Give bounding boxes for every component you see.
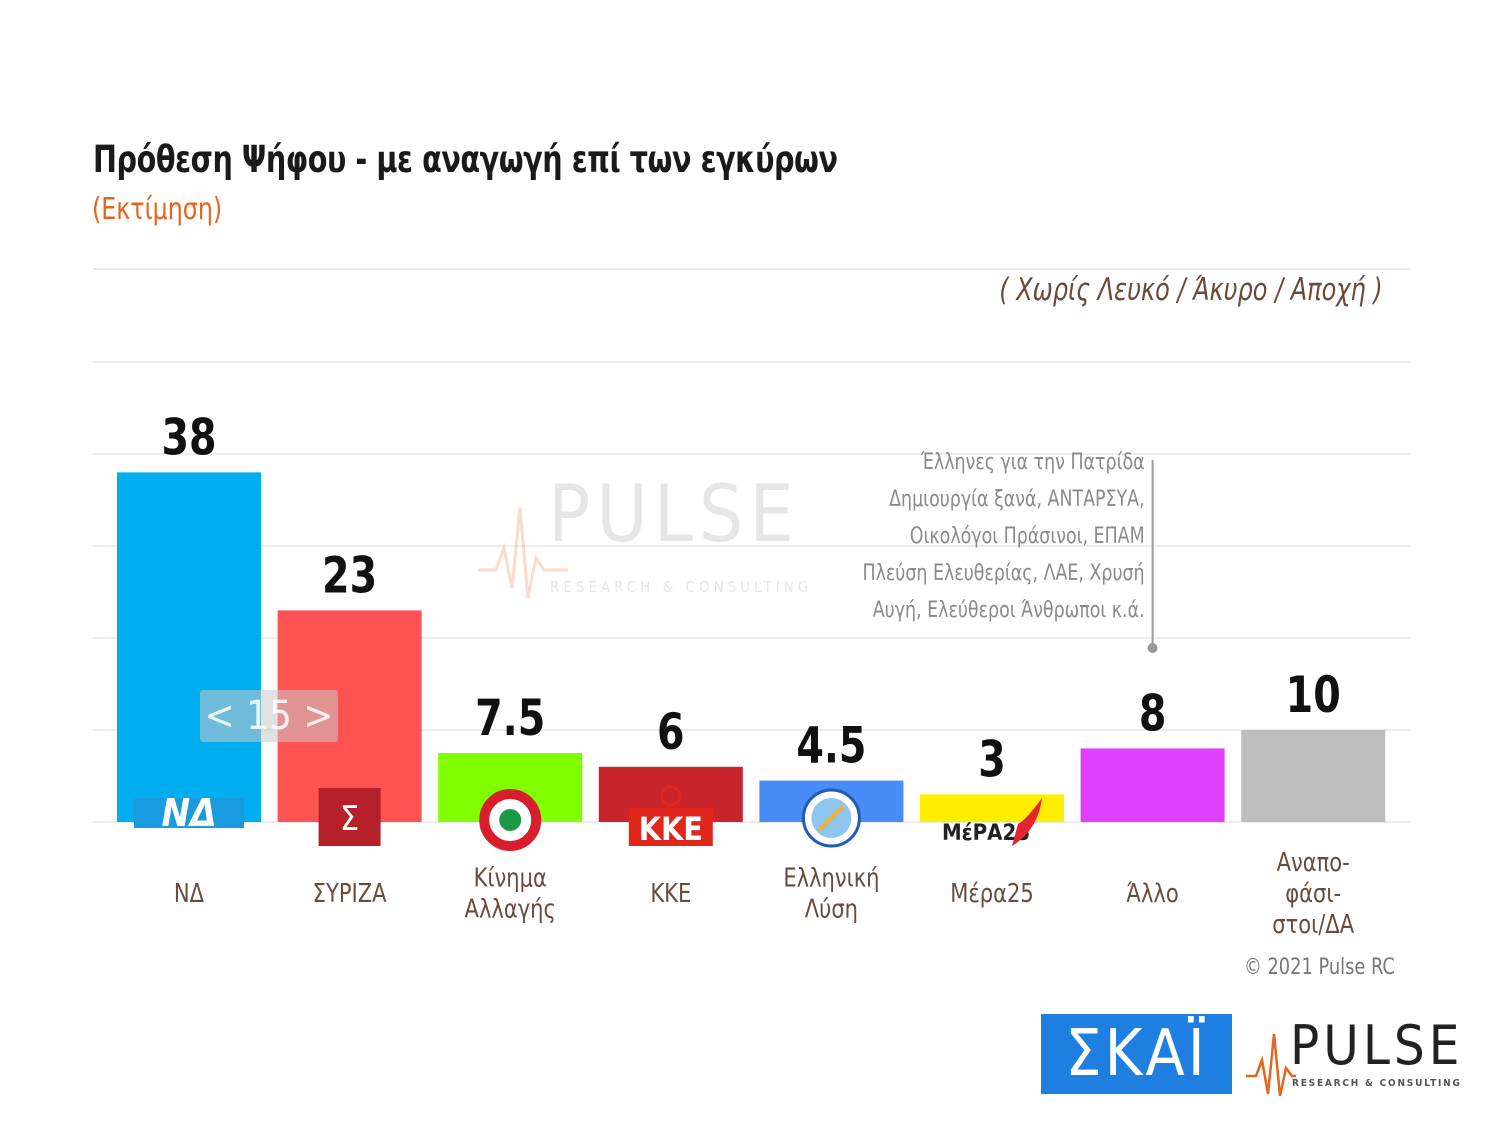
category-label: Αναπο-φάσι-στοι/ΔΑ — [1272, 847, 1355, 939]
data-label: 8 — [1139, 685, 1167, 743]
category-label-line: ΝΔ — [174, 878, 205, 908]
data-label: 6 — [657, 703, 685, 761]
data-label: 3 — [978, 731, 1006, 789]
category-label-line: Μέρα25 — [950, 878, 1034, 908]
pulse-watermark: PULSE RESEARCH & CONSULTING — [478, 470, 823, 608]
bar — [1080, 748, 1225, 822]
annotation-line-1: Έλληνες για την Πατρίδα — [921, 450, 1145, 475]
nd-logo-text: ΝΔ — [161, 791, 216, 835]
category-label-line: Λύση — [805, 893, 858, 923]
pulse-logo-wave-icon — [1246, 1033, 1296, 1096]
pulse-logo: PULSE RESEARCH & CONSULTING — [1246, 1014, 1468, 1096]
chart-title: Πρόθεση Ψήφου - με αναγωγή επί των εγκύρ… — [93, 138, 838, 181]
category-label: ΝΔ — [174, 878, 205, 908]
watermark-name: PULSE — [548, 470, 800, 560]
kke-hammer-icon — [660, 785, 682, 807]
category-label-line: Ελληνική — [783, 862, 879, 892]
annotation-line-3: Οικολόγοι Πράσινοι, ΕΠΑΜ — [910, 524, 1145, 549]
nd-logo — [134, 798, 244, 828]
annotation-line-4: Πλεύση Ελευθερίας, ΛΑΕ, Χρυσή — [862, 561, 1145, 586]
kinal-logo-center — [499, 809, 522, 831]
kke-logo-text: ΚΚΕ — [639, 810, 703, 848]
annotation-line-2: Δημιουργία ξανά, ΑΝΤΑΡΣΥΑ, — [889, 487, 1145, 512]
data-label: 4.5 — [796, 717, 866, 775]
category-label-line: Κίνημα — [474, 862, 547, 892]
category-label: ΚΚΕ — [650, 878, 691, 908]
data-label: 10 — [1286, 666, 1341, 724]
copyright: © 2021 Pulse RC — [1244, 955, 1395, 980]
data-label: 7.5 — [475, 689, 545, 747]
chart-subtitle: (Εκτίμηση) — [92, 192, 223, 227]
pulse-logo-text: PULSE — [1290, 1014, 1464, 1077]
slide-pager[interactable]: < 15 > — [200, 690, 338, 742]
pulse-wave-icon — [478, 507, 568, 599]
category-label-line: Αναπο- — [1277, 847, 1350, 877]
syriza-logo-text: Σ — [340, 799, 359, 839]
category-label: Άλλο — [1126, 878, 1178, 908]
category-label: Μέρα25 — [950, 878, 1034, 908]
skai-logo: ΣΚΑΪ — [1041, 1014, 1232, 1094]
category-label-line: Αλλαγής — [465, 893, 556, 923]
category-label-line: ΣΥΡΙΖΑ — [313, 878, 388, 908]
category-label-line: φάσι- — [1285, 878, 1341, 908]
watermark-tagline: RESEARCH & CONSULTING — [550, 578, 813, 596]
pulse-logo-tagline: RESEARCH & CONSULTING — [1292, 1078, 1462, 1089]
data-label: 23 — [322, 547, 377, 605]
annotation-dot — [1147, 643, 1158, 653]
kke-logo — [628, 808, 713, 846]
data-label: 38 — [161, 409, 216, 467]
bar — [920, 794, 1064, 822]
category-label: Κίνημα Αλλαγής — [465, 862, 556, 923]
category-label: Ελληνική Λύση — [783, 862, 879, 923]
bar — [117, 472, 261, 822]
annotation-line-5: Αυγή, Ελεύθεροι Άνθρωποι κ.ά. — [873, 598, 1145, 623]
compass-needle-icon — [817, 804, 845, 832]
bar — [1241, 730, 1386, 822]
category-label-line: ΚΚΕ — [650, 878, 691, 908]
syriza-logo — [318, 788, 381, 846]
category-label-line: Άλλο — [1126, 878, 1178, 908]
other-parties-annotation: Έλληνες για την Πατρίδα Δημιουργία ξανά,… — [863, 444, 1145, 629]
chart-note: ( Χωρίς Λευκό / Άκυρο / Αποχή ) — [994, 272, 1388, 308]
category-label: ΣΥΡΙΖΑ — [313, 878, 388, 908]
category-label-line: στοι/ΔΑ — [1272, 909, 1355, 939]
mera25-bird-icon — [1012, 798, 1042, 846]
